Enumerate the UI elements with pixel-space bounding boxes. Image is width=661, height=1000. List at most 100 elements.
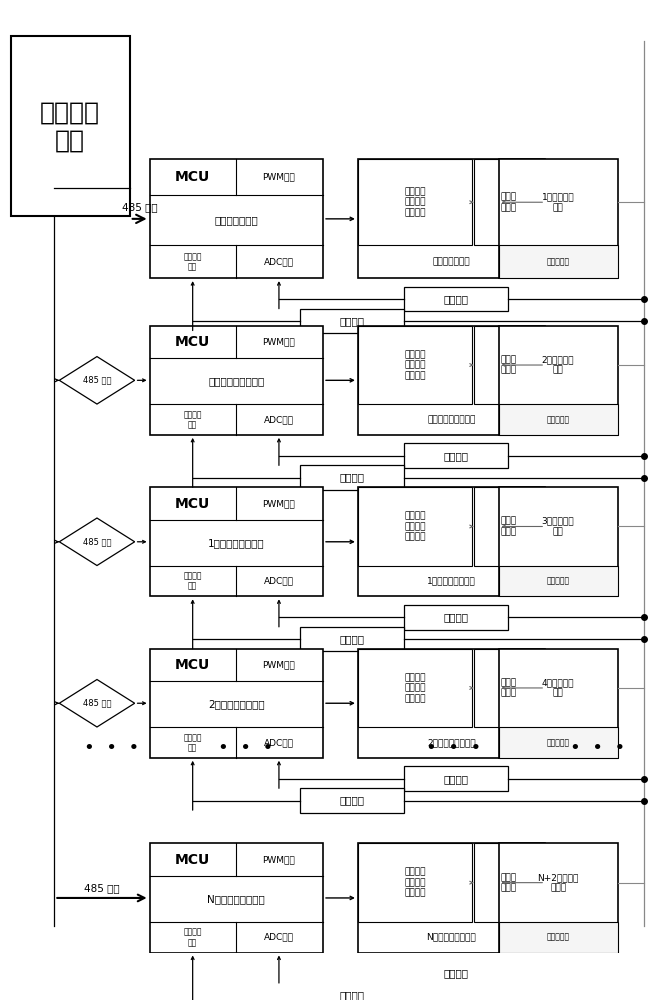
Bar [149,326,323,435]
Text: 速度反馈: 速度反馈 [340,634,365,644]
Text: 霍尔传感器: 霍尔传感器 [547,738,570,747]
Bar [300,788,405,813]
Text: 功率开
关器件: 功率开 关器件 [500,517,516,536]
Bar [358,487,545,596]
Text: PWM模块: PWM模块 [262,499,295,508]
Text: 电流反馈: 电流反馈 [444,451,469,461]
Text: 卷绕电机控制器: 卷绕电机控制器 [214,215,258,225]
Bar [149,159,323,278]
Text: •  •  •: • • • [426,739,482,757]
Text: 电流反馈: 电流反馈 [444,612,469,622]
Bar [358,487,472,566]
Text: 人机交互
界面: 人机交互 界面 [40,100,100,152]
Text: ADC模块: ADC模块 [264,415,294,424]
Text: 3号无刷直流
电机: 3号无刷直流 电机 [542,517,574,536]
Bar [498,566,617,596]
Bar [405,605,508,630]
Bar [498,487,617,596]
Bar [149,649,323,758]
Text: MCU: MCU [175,170,210,184]
Bar [498,326,617,435]
Text: 功率开
关器件: 功率开 关器件 [500,873,516,892]
Text: 横动成型电机驱动器: 横动成型电机驱动器 [427,415,476,424]
Bar [358,326,472,404]
Bar [405,443,508,468]
Text: 2号锭子电机驱动器: 2号锭子电机驱动器 [427,738,476,747]
Bar [405,766,508,791]
Text: 485 通信: 485 通信 [84,883,120,893]
Bar [149,487,323,596]
Text: 功率开关
器件专用
驱动芯片: 功率开关 器件专用 驱动芯片 [404,673,426,703]
Text: PWM模块: PWM模块 [262,173,295,182]
Text: PWM模块: PWM模块 [262,855,295,864]
Bar [358,843,472,922]
Bar [474,487,543,566]
Text: ADC模块: ADC模块 [264,738,294,747]
Text: 功率开关
器件专用
驱动芯片: 功率开关 器件专用 驱动芯片 [404,350,426,380]
Text: MCU: MCU [175,335,210,349]
Text: 1号锭子电机驱动器: 1号锭子电机驱动器 [427,577,476,586]
Text: •  •  •: • • • [84,739,139,757]
Bar [300,309,405,333]
Bar [300,983,405,1000]
Text: •  •  •: • • • [218,739,274,757]
Bar [474,326,543,404]
Text: 1号锭子电机控制器: 1号锭子电机控制器 [208,538,264,548]
Text: N号锭子电机控制器: N号锭子电机控制器 [208,894,265,904]
Text: 2号无刷直流
电机: 2号无刷直流 电机 [542,355,574,375]
Text: 功率开关
器件专用
驱动芯片: 功率开关 器件专用 驱动芯片 [404,187,426,217]
Text: N号锭子电机驱动器: N号锭子电机驱动器 [426,933,477,942]
Text: 输入捕获
模块: 输入捕获 模块 [183,571,202,591]
Text: 功率开
关器件: 功率开 关器件 [500,193,516,212]
Text: 电流反馈: 电流反馈 [444,774,469,784]
Text: N+2号无刷直
流电机: N+2号无刷直 流电机 [537,873,579,892]
Bar [498,245,617,278]
Bar [474,843,543,922]
Text: 速度反馈: 速度反馈 [340,473,365,483]
Text: 功率开
关器件: 功率开 关器件 [500,355,516,375]
Text: 霍尔传感器: 霍尔传感器 [547,577,570,586]
Bar [149,843,323,953]
Text: ADC模块: ADC模块 [264,933,294,942]
Bar [358,159,545,278]
Text: 霍尔传感器: 霍尔传感器 [547,415,570,424]
Text: 485 通信: 485 通信 [83,537,111,546]
Text: ADC模块: ADC模块 [264,257,294,266]
Bar [498,922,617,953]
Text: 功率开关
器件专用
驱动芯片: 功率开关 器件专用 驱动芯片 [404,512,426,541]
Text: PWM模块: PWM模块 [262,338,295,347]
Text: 2号锭子电机控制器: 2号锭子电机控制器 [208,699,264,709]
Text: 霍尔传感器: 霍尔传感器 [547,933,570,942]
Text: 输入捕获
模块: 输入捕获 模块 [183,928,202,947]
Bar [498,727,617,758]
Text: 1号无刷直流
电机: 1号无刷直流 电机 [542,193,574,212]
Bar [358,649,545,758]
Text: ADC模块: ADC模块 [264,577,294,586]
Text: 霍尔传感器: 霍尔传感器 [547,257,570,266]
Text: MCU: MCU [175,497,210,511]
Bar [474,159,543,245]
Text: 4号无刷直流
电机: 4号无刷直流 电机 [542,678,574,698]
Text: PWM模块: PWM模块 [262,661,295,670]
Bar [498,159,617,278]
Bar [358,649,472,727]
Text: 功率开
关器件: 功率开 关器件 [500,678,516,698]
Bar [300,465,405,490]
Text: 485 通信: 485 通信 [83,699,111,708]
Text: MCU: MCU [175,853,210,867]
Text: •  •  •: • • • [570,739,625,757]
Text: 输入捕获
模块: 输入捕获 模块 [183,733,202,752]
Text: 速度反馈: 速度反馈 [340,796,365,806]
Bar [358,326,545,435]
Bar [11,36,130,216]
Bar [358,159,472,245]
Text: 速度反馈: 速度反馈 [340,316,365,326]
Text: MCU: MCU [175,658,210,672]
Text: 功率开关
器件专用
驱动芯片: 功率开关 器件专用 驱动芯片 [404,868,426,898]
Text: 电流反馈: 电流反馈 [444,294,469,304]
Bar [474,649,543,727]
Text: 输入捕获
模块: 输入捕获 模块 [183,410,202,429]
Text: 485 通信: 485 通信 [83,376,111,385]
Text: 电流反馈: 电流反馈 [444,968,469,978]
Bar [498,649,617,758]
